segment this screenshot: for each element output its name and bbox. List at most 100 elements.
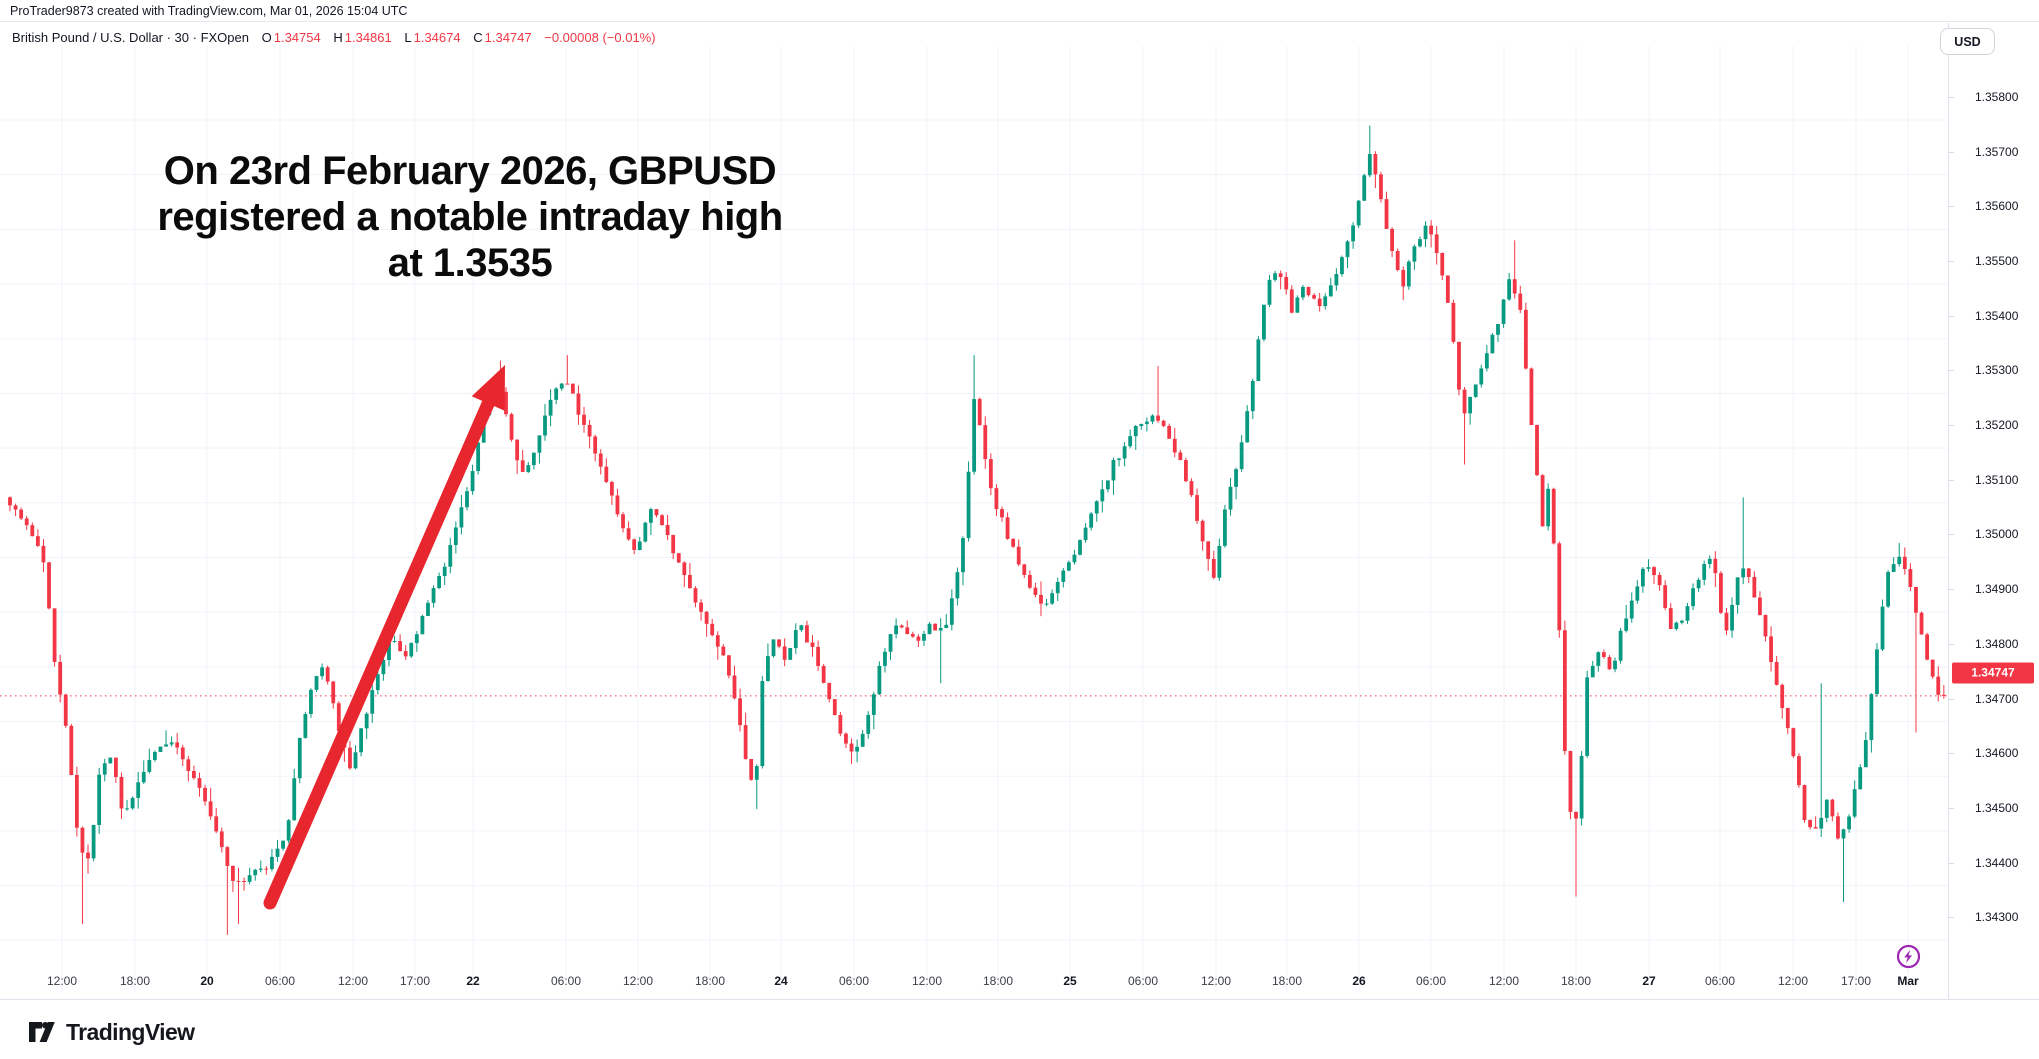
candle-body [414, 634, 419, 644]
close-label: C [473, 30, 483, 45]
candle-body [693, 588, 698, 603]
time-axis-label: 06:00 [1127, 974, 1159, 988]
time-axis-label: 12:00 [1777, 974, 1809, 988]
candle-body [420, 615, 425, 635]
candle-body [1596, 652, 1601, 666]
time-axis-label: 18:00 [982, 974, 1014, 988]
candle-body [1033, 587, 1038, 595]
candle-body [1027, 574, 1032, 588]
low-label: L [404, 30, 412, 45]
candle-body [1423, 225, 1428, 240]
high-value: 1.34861 [344, 30, 392, 45]
candle-body [1914, 586, 1918, 613]
price-axis-tick [1948, 151, 1954, 153]
candle-body [1044, 603, 1049, 605]
candle-body [1746, 568, 1751, 577]
candle-body [771, 639, 776, 657]
candle-body [1735, 577, 1740, 605]
time-axis-label: 12:00 [337, 974, 369, 988]
candle-body [1195, 495, 1199, 521]
candle-body [988, 459, 993, 489]
currency-button[interactable]: USD [1940, 28, 1995, 55]
candle-body [325, 667, 330, 682]
candle-body [1468, 396, 1473, 414]
candle-body [1702, 564, 1707, 580]
candle-body [208, 801, 213, 817]
candle-body [1150, 415, 1155, 422]
price-axis-tick [1948, 370, 1954, 372]
time-axis-label: 18:00 [1560, 974, 1592, 988]
price-axis-tick [1948, 97, 1954, 98]
candle-body [1161, 420, 1166, 426]
candle-body [169, 742, 174, 745]
tradingview-logo[interactable]: TradingView [28, 1018, 195, 1046]
candle-body [1568, 750, 1573, 812]
candle-body [147, 759, 152, 772]
candle-body [1434, 234, 1439, 253]
candle-body [626, 528, 631, 540]
lightning-bot-icon[interactable] [1896, 944, 1921, 969]
candle-body [1395, 251, 1400, 270]
candle-body [1869, 694, 1874, 741]
candles [8, 125, 1946, 935]
candle-body [1585, 677, 1590, 756]
candle-body [676, 553, 681, 563]
candle-body [1451, 302, 1456, 342]
candle-body [955, 572, 960, 599]
candle-body [214, 816, 219, 832]
candle-body [715, 635, 720, 647]
candle-body [1668, 608, 1673, 629]
candle-body [69, 725, 74, 776]
price-axis-tick [1948, 698, 1954, 700]
candle-body [1741, 568, 1746, 578]
candle-body [1791, 728, 1796, 757]
candle-body [654, 509, 659, 516]
annotation-arrow[interactable] [263, 365, 505, 910]
candle-body [1830, 799, 1835, 817]
candle-body [1479, 368, 1484, 385]
candle-body [192, 771, 196, 779]
candle-body [470, 471, 475, 492]
price-axis-label: 1.35500 [1975, 254, 2019, 269]
attribution-bar: ProTrader9873 created with TradingView.c… [0, 0, 2039, 22]
annotation-line-3: at 1.3535 [387, 241, 553, 285]
candle-body [1769, 636, 1773, 663]
candle-body [152, 751, 157, 760]
candle-body [977, 399, 982, 426]
candle-body [615, 495, 620, 515]
candle-body [387, 641, 391, 660]
candle-body [8, 497, 12, 506]
tradingview-logo-icon [29, 1022, 55, 1042]
candle-body [682, 562, 687, 576]
candle-body [504, 391, 508, 415]
candle-body [381, 659, 386, 675]
candlestick-plot[interactable] [0, 23, 2039, 1023]
candle-body [609, 481, 614, 496]
candle-body [1652, 567, 1656, 576]
price-change: −0.00008 (−0.01%) [544, 30, 656, 45]
candle-body [476, 442, 481, 472]
candle-body [1117, 458, 1121, 460]
candle-body [966, 471, 971, 539]
candle-body [1507, 279, 1512, 300]
candle-body [637, 541, 642, 550]
price-axis-label: 1.35800 [1975, 90, 2019, 104]
candle-body [35, 536, 40, 546]
low-value: 1.34674 [413, 30, 461, 45]
candle-body [799, 625, 804, 631]
symbol-title[interactable]: British Pound / U.S. Dollar · 30 · FXOpe… [12, 30, 249, 45]
candle-body [1133, 425, 1138, 437]
candle-body [442, 566, 447, 576]
candle-body [1707, 558, 1712, 565]
candle-body [1039, 594, 1043, 604]
candle-body [164, 744, 168, 747]
candle-body [1334, 274, 1339, 286]
candle-body [871, 694, 876, 715]
candle-body [1367, 153, 1372, 176]
candle-body [509, 414, 514, 440]
candle-body [1340, 257, 1344, 275]
candle-body [1629, 600, 1634, 619]
candle-body [1891, 564, 1896, 573]
candle-body [1535, 424, 1539, 476]
